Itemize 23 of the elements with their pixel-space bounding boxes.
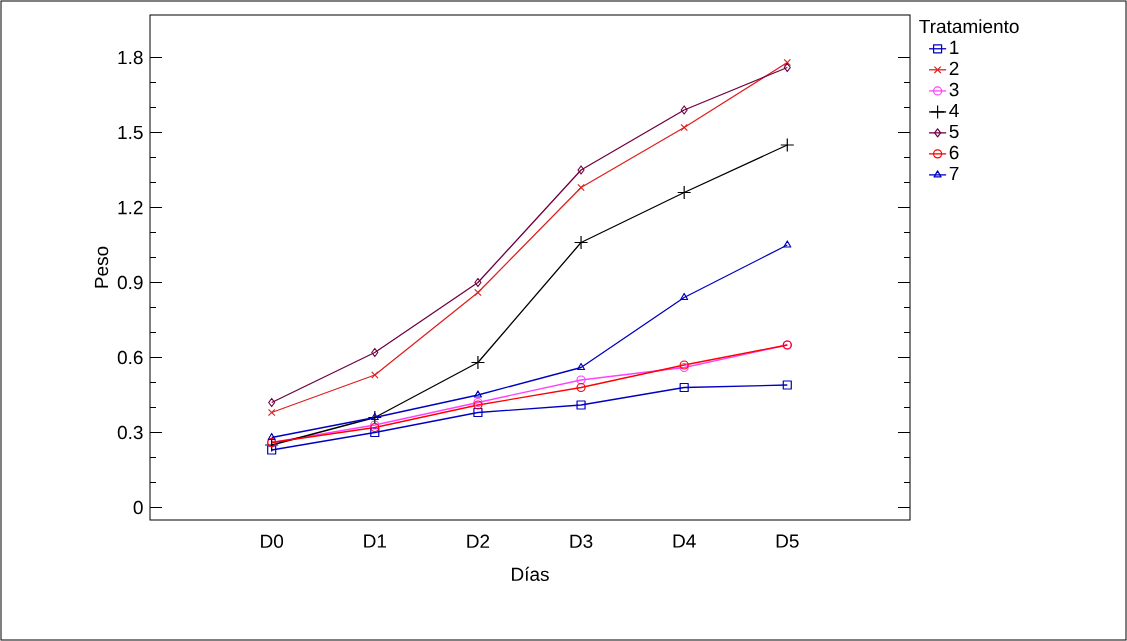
legend-title: Tratamiento: [919, 19, 1019, 34]
y-tick-label: 0.3: [117, 425, 143, 440]
x-tick-label: D2: [467, 534, 490, 548]
legend-label: 4: [949, 103, 959, 118]
y-tick-label: 1.8: [118, 50, 143, 65]
x-tick-label: D3: [570, 534, 593, 548]
x-tick-label: D5: [776, 534, 799, 548]
legend-label: 7: [949, 166, 959, 180]
legend-label: 6: [949, 145, 959, 160]
x-axis-title: Días: [512, 566, 549, 582]
legend-label: 2: [949, 61, 959, 76]
legend-label: 3: [949, 82, 959, 97]
x-tick-label: D0: [261, 534, 284, 548]
x-tick-label: D4: [673, 534, 696, 548]
legend-label: 1: [950, 40, 959, 54]
y-axis-title: Peso: [94, 246, 109, 288]
y-tick-label: 1.5: [118, 125, 143, 140]
x-tick-label: D1: [364, 534, 387, 548]
y-tick-label: 0.6: [117, 350, 143, 365]
y-tick-label: 0: [133, 500, 143, 515]
y-tick-label: 0.9: [117, 275, 143, 290]
legend-label: 5: [949, 124, 959, 139]
y-tick-label: 1.2: [118, 200, 143, 215]
